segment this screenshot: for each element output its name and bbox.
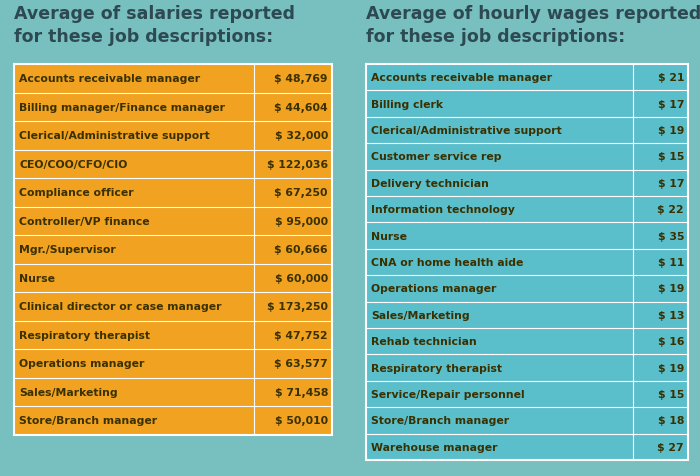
Text: CNA or home health aide: CNA or home health aide xyxy=(371,258,524,268)
Text: $ 22: $ 22 xyxy=(657,205,684,215)
Text: Controller/VP finance: Controller/VP finance xyxy=(19,216,150,226)
Text: CEO/COO/CFO/CIO: CEO/COO/CFO/CIO xyxy=(19,159,127,169)
Text: Nurse: Nurse xyxy=(19,273,55,283)
Text: $ 17: $ 17 xyxy=(657,99,684,109)
Text: $ 18: $ 18 xyxy=(657,416,684,426)
Text: $ 95,000: $ 95,000 xyxy=(275,216,328,226)
Text: $ 173,250: $ 173,250 xyxy=(267,302,328,312)
Text: Warehouse manager: Warehouse manager xyxy=(371,442,498,452)
Text: $ 50,010: $ 50,010 xyxy=(275,416,328,426)
Text: Accounts receivable manager: Accounts receivable manager xyxy=(19,74,200,84)
Text: Mgr./Supervisor: Mgr./Supervisor xyxy=(19,245,116,255)
Text: $ 19: $ 19 xyxy=(657,363,684,373)
Text: Clerical/Administrative support: Clerical/Administrative support xyxy=(19,131,210,141)
Text: Service/Repair personnel: Service/Repair personnel xyxy=(371,389,524,399)
Text: Rehab technician: Rehab technician xyxy=(371,337,477,347)
Text: $ 44,604: $ 44,604 xyxy=(274,102,328,112)
Text: Respiratory therapist: Respiratory therapist xyxy=(371,363,502,373)
Text: $ 63,577: $ 63,577 xyxy=(274,358,328,368)
Text: $ 21: $ 21 xyxy=(657,73,684,83)
Text: Clerical/Administrative support: Clerical/Administrative support xyxy=(371,126,561,136)
Text: Accounts receivable manager: Accounts receivable manager xyxy=(371,73,552,83)
Text: $ 27: $ 27 xyxy=(657,442,684,452)
Text: Billing manager/Finance manager: Billing manager/Finance manager xyxy=(19,102,225,112)
Text: $ 35: $ 35 xyxy=(657,231,684,241)
Text: Average of hourly wages reported
for these job descriptions:: Average of hourly wages reported for the… xyxy=(366,5,700,46)
Text: $ 67,250: $ 67,250 xyxy=(274,188,328,198)
Text: Nurse: Nurse xyxy=(371,231,407,241)
Text: $ 17: $ 17 xyxy=(657,178,684,188)
Text: Store/Branch manager: Store/Branch manager xyxy=(371,416,509,426)
Text: $ 60,000: $ 60,000 xyxy=(274,273,328,283)
Text: $ 48,769: $ 48,769 xyxy=(274,74,328,84)
Text: $ 122,036: $ 122,036 xyxy=(267,159,328,169)
Text: $ 15: $ 15 xyxy=(657,152,684,162)
Bar xyxy=(366,65,688,460)
Text: $ 13: $ 13 xyxy=(657,310,684,320)
Text: Delivery technician: Delivery technician xyxy=(371,178,489,188)
Text: $ 19: $ 19 xyxy=(657,284,684,294)
Text: Sales/Marketing: Sales/Marketing xyxy=(371,310,470,320)
Text: Information technology: Information technology xyxy=(371,205,515,215)
Text: Average of salaries reported
for these job descriptions:: Average of salaries reported for these j… xyxy=(14,5,295,46)
Text: $ 11: $ 11 xyxy=(657,258,684,268)
Text: $ 16: $ 16 xyxy=(657,337,684,347)
Text: Billing clerk: Billing clerk xyxy=(371,99,443,109)
Text: $ 71,458: $ 71,458 xyxy=(274,387,328,397)
Bar xyxy=(366,65,688,460)
Text: Compliance officer: Compliance officer xyxy=(19,188,134,198)
Text: Sales/Marketing: Sales/Marketing xyxy=(19,387,118,397)
Text: $ 60,666: $ 60,666 xyxy=(274,245,328,255)
Text: Respiratory therapist: Respiratory therapist xyxy=(19,330,150,340)
Text: Operations manager: Operations manager xyxy=(371,284,496,294)
Text: Clinical director or case manager: Clinical director or case manager xyxy=(19,302,221,312)
Text: $ 15: $ 15 xyxy=(657,389,684,399)
Bar xyxy=(14,65,332,435)
Text: $ 47,752: $ 47,752 xyxy=(274,330,328,340)
Text: Operations manager: Operations manager xyxy=(19,358,144,368)
Text: $ 19: $ 19 xyxy=(657,126,684,136)
Text: Store/Branch manager: Store/Branch manager xyxy=(19,416,157,426)
Text: Customer service rep: Customer service rep xyxy=(371,152,501,162)
Bar xyxy=(14,65,332,435)
Text: $ 32,000: $ 32,000 xyxy=(274,131,328,141)
